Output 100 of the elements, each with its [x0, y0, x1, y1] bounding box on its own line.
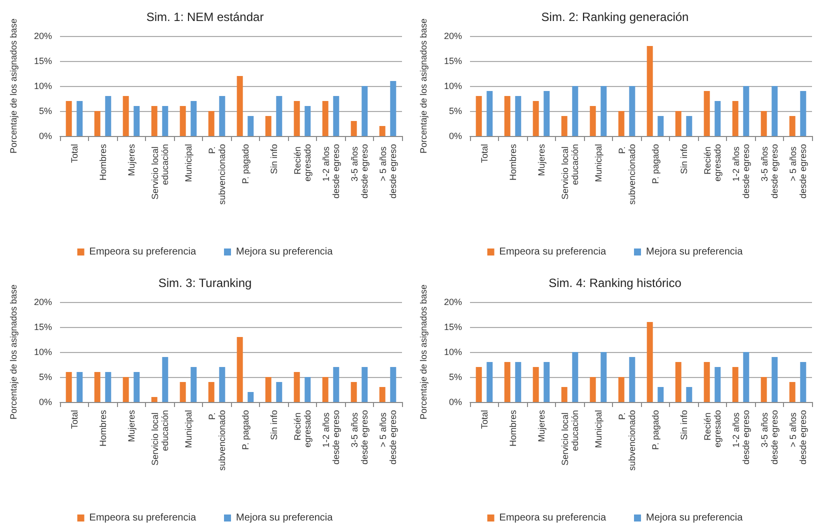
y-tick-label: 10%: [34, 347, 52, 357]
bar: [350, 382, 357, 402]
bar: [572, 352, 578, 402]
bar: [190, 101, 197, 136]
x-tick-label: P. subvencionado: [616, 410, 637, 471]
bar: [362, 86, 368, 136]
bar: [675, 362, 682, 402]
bar: [294, 372, 300, 402]
x-tick-label: > 5 años desde egreso: [788, 144, 808, 199]
bar: [600, 86, 607, 136]
bar: [180, 382, 186, 402]
bar: [190, 367, 197, 402]
x-tick-label: Total: [69, 144, 80, 164]
y-tick-label: 15%: [444, 56, 462, 66]
x-tick-label: Mujeres: [536, 410, 546, 442]
bar: [390, 81, 396, 136]
bar: [322, 377, 328, 402]
y-tick-label: 20%: [34, 31, 52, 41]
bar: [248, 392, 254, 402]
bar: [646, 46, 653, 136]
bar: [122, 377, 129, 402]
x-tick-label: Hombres: [98, 410, 108, 447]
bar: [544, 91, 550, 136]
bar: [572, 86, 578, 136]
bar: [486, 362, 493, 402]
x-tick-label: Total: [69, 410, 80, 430]
bar: [66, 372, 72, 402]
bar: [646, 322, 653, 402]
bar: [789, 116, 796, 136]
bar: [304, 377, 311, 402]
bar: [276, 382, 282, 402]
bar: [122, 96, 129, 136]
bar: [515, 362, 522, 402]
bar: [532, 367, 539, 402]
legend-label: Empeora su preferencia: [89, 246, 196, 258]
x-tick-label: 1-2 años desde egreso: [730, 410, 751, 465]
bar: [504, 96, 510, 136]
x-tick-label: Servicio local educación: [150, 144, 170, 200]
legend-label: Empeora su preferencia: [89, 512, 196, 524]
y-tick-label: 10%: [444, 347, 462, 357]
bar: [732, 367, 738, 402]
x-tick-label: Municipal: [183, 144, 194, 182]
y-tick-label: 15%: [34, 322, 52, 332]
bar: [208, 111, 214, 136]
bar: [486, 91, 493, 136]
bar: [151, 106, 158, 136]
bar: [590, 106, 596, 136]
x-tick-label: Servicio local educación: [560, 144, 580, 200]
bar: [162, 106, 168, 136]
bar: [772, 357, 778, 402]
y-tick-label: 5%: [38, 106, 52, 116]
bar: [304, 106, 311, 136]
bar: [379, 126, 386, 136]
bar: [704, 362, 710, 402]
x-tick-label: Mujeres: [126, 410, 136, 442]
x-tick-label: Hombres: [98, 144, 108, 181]
bar: [105, 372, 112, 402]
bar: [151, 397, 158, 402]
legend-label: Empeora su preferencia: [499, 246, 606, 258]
y-tick-label: 0%: [38, 131, 52, 141]
chart-title: Sim. 3: Turanking: [158, 276, 252, 290]
y-tick-label: 20%: [444, 297, 462, 307]
x-tick-label: 3-5 años desde egreso: [349, 144, 370, 199]
bar: [629, 86, 636, 136]
legend-label: Mejora su preferencia: [646, 512, 744, 524]
bar: [476, 96, 482, 136]
bar: [76, 101, 83, 136]
bar: [76, 372, 83, 402]
bar: [772, 86, 778, 136]
bar: [704, 91, 710, 136]
x-tick-label: P. pagado: [650, 144, 660, 184]
x-tick-label: 3-5 años desde egreso: [759, 144, 780, 199]
bar: [322, 101, 328, 136]
bar: [236, 337, 243, 402]
x-tick-label: Hombres: [508, 144, 518, 181]
y-tick-label: 5%: [38, 372, 52, 382]
legend-label: Mejora su preferencia: [236, 246, 334, 258]
bar: [94, 111, 100, 136]
y-tick-label: 10%: [34, 81, 52, 91]
bar: [686, 116, 692, 136]
x-tick-label: Sin info: [678, 144, 689, 174]
bar: [743, 352, 750, 402]
y-tick-label: 0%: [448, 397, 462, 407]
legend-label: Empeora su preferencia: [499, 512, 606, 524]
bar: [105, 96, 112, 136]
bar: [362, 367, 368, 402]
bar: [504, 362, 510, 402]
x-tick-label: Recién egresado: [702, 410, 722, 448]
x-tick-label: > 5 años desde egreso: [788, 410, 808, 465]
bar: [236, 76, 243, 136]
x-tick-label: Municipal: [593, 410, 604, 448]
x-tick-label: > 5 años desde egreso: [378, 144, 398, 199]
x-tick-label: Recién egresado: [292, 144, 312, 182]
bar: [618, 111, 624, 136]
bar: [544, 362, 550, 402]
bar: [180, 106, 186, 136]
x-tick-label: Municipal: [593, 144, 604, 182]
x-tick-label: P. pagado: [650, 410, 660, 450]
chart-title: Sim. 4: Ranking histórico: [548, 276, 682, 290]
x-tick-label: > 5 años desde egreso: [378, 410, 398, 465]
